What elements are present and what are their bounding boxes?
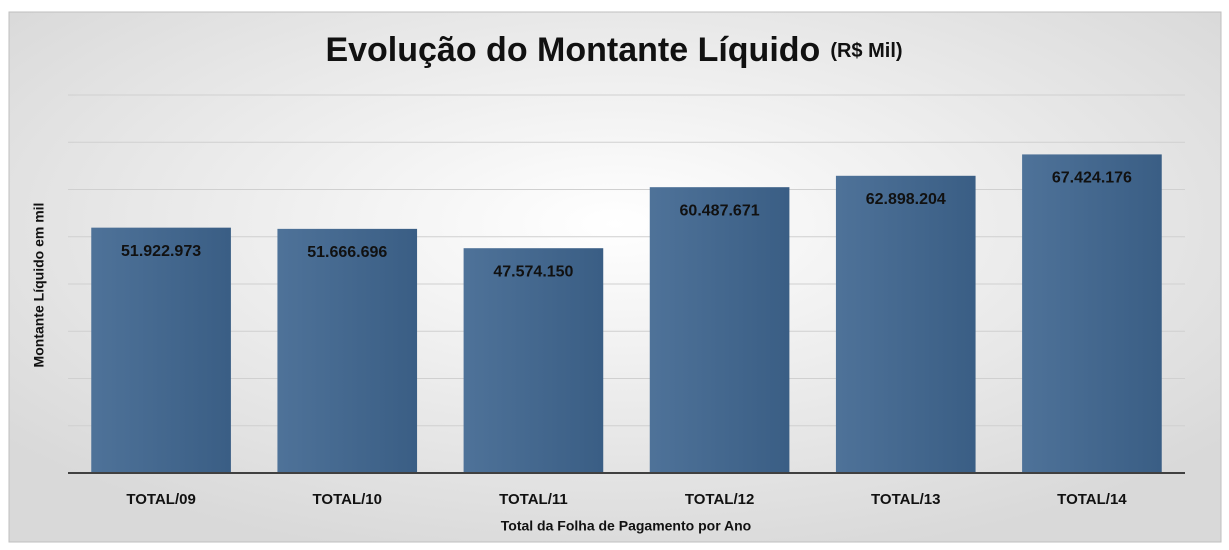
bar-shade [835,175,976,474]
title-suffix: (R$ Mil) [830,40,902,62]
data-label: 47.574.150 [493,263,573,280]
data-label: 60.487.671 [680,202,760,219]
data-label: 67.424.176 [1052,170,1132,187]
x-tick-label: TOTAL/09 [126,491,195,508]
bar-shade [463,248,604,473]
x-axis-label: Total da Folha de Pagamento por Ano [501,518,751,534]
data-label: 51.666.696 [307,244,387,261]
chart-title: Evolução do Montante Líquido (R$ Mil) [325,31,902,69]
y-axis-label: Montante Líquido em mil [31,203,47,368]
bar-shade [1022,154,1162,473]
x-tick-label: TOTAL/11 [499,491,568,508]
bar-shade [277,228,418,473]
x-tick-label: TOTAL/10 [313,491,382,508]
data-label: 62.898.204 [866,191,946,208]
bar-shade [649,187,790,474]
bar-shade [91,227,231,473]
data-label: 51.922.973 [121,243,201,260]
title-main: Evolução do Montante Líquido [325,31,820,69]
x-tick-label: TOTAL/12 [685,491,754,508]
x-tick-label: TOTAL/14 [1057,491,1127,508]
x-tick-label: TOTAL/13 [871,491,940,508]
